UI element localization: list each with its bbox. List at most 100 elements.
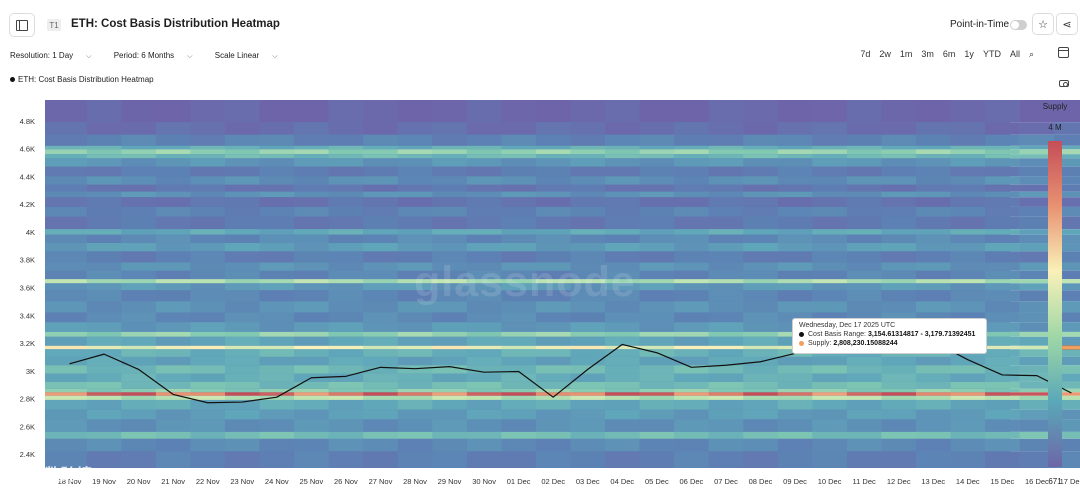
heatmap-cell: [743, 283, 779, 291]
share-button[interactable]: ⋖: [1056, 13, 1078, 35]
heatmap-cell: [846, 166, 882, 177]
heatmap-cell: [881, 419, 917, 432]
range-1y[interactable]: 1y: [964, 49, 974, 59]
heatmap-cell: [708, 438, 744, 452]
heatmap-cell: [45, 234, 88, 244]
heatmap-cell: [950, 206, 986, 217]
heatmap-cell: [535, 451, 571, 468]
heatmap-cell: [432, 197, 468, 207]
heatmap-cell: [985, 149, 1020, 155]
heatmap-cell: [535, 251, 571, 263]
heatmap-cell: [466, 349, 502, 357]
scale-select[interactable]: Scale Linear ⌵: [215, 51, 288, 60]
heatmap-cell: [846, 134, 882, 146]
heatmap-cell: [466, 191, 502, 198]
heatmap-cell: [743, 149, 779, 155]
x-tick-label: 29 Nov: [438, 477, 462, 486]
legend-entry[interactable]: ETH: Cost Basis Distribution Heatmap: [10, 75, 154, 84]
zoom-select-icon[interactable]: ⌕: [1028, 49, 1034, 59]
heatmap-cell: [190, 270, 226, 280]
heatmap-cell: [881, 290, 917, 302]
x-tick-label: 27 Nov: [369, 477, 393, 486]
heatmap-cell: [812, 134, 848, 146]
heatmap-cell: [881, 392, 917, 396]
heatmap-cell: [985, 349, 1020, 357]
heatmap-cell: [812, 395, 848, 400]
heatmap-cell: [190, 234, 226, 244]
favorite-button[interactable]: ☆: [1032, 13, 1054, 35]
heatmap-cell: [743, 145, 779, 150]
heatmap-cell: [86, 373, 122, 382]
heatmap-cell: [45, 301, 88, 313]
range-all[interactable]: All: [1009, 49, 1020, 59]
heatmap-cell: [45, 438, 88, 452]
range-6m[interactable]: 6m: [942, 49, 956, 59]
heatmap-cell: [881, 451, 917, 468]
heatmap-cell: [155, 365, 191, 374]
heatmap-cell: [155, 395, 191, 400]
heatmap-cell: [535, 149, 571, 155]
heatmap-cell: [224, 399, 260, 410]
heatmap-cell: [259, 279, 295, 284]
heatmap-cell: [605, 229, 640, 235]
heatmap-cell: [915, 388, 951, 393]
heatmap-cell: [259, 216, 295, 230]
heatmap-cell: [363, 331, 399, 337]
calendar-icon[interactable]: [1058, 47, 1069, 58]
heatmap-cell: [155, 345, 191, 350]
heatmap-cell: [708, 191, 744, 198]
resolution-select[interactable]: Resolution: 1 Day ⌵: [10, 51, 101, 60]
heatmap-cell: [259, 399, 295, 410]
heatmap-cell: [45, 451, 88, 468]
x-tick-label: 12 Dec: [887, 477, 911, 486]
heatmap-cell: [950, 243, 986, 252]
heatmap-cell: [570, 419, 606, 432]
range-ytd[interactable]: YTD: [982, 49, 1001, 59]
heatmap-cell: [708, 234, 744, 244]
heatmap-cell: [45, 197, 88, 207]
heatmap-cell: [570, 283, 606, 291]
heatmap-cell: [743, 381, 779, 389]
heatmap-cell: [155, 206, 191, 217]
heatmap-cell: [86, 392, 122, 396]
x-tick-label: 04 Dec: [610, 477, 634, 486]
resolution-label: Resolution: 1 Day: [10, 51, 74, 60]
heatmap-cell: [45, 158, 88, 167]
heatmap-cell: [639, 216, 675, 230]
heatmap-cell: [86, 216, 122, 230]
heatmap-cell: [535, 206, 571, 217]
heatmap-cell: [777, 191, 813, 198]
heatmap-cell: [328, 184, 364, 192]
period-select[interactable]: Period: 6 Months ⌵: [114, 51, 203, 60]
heatmap-cell: [570, 154, 606, 159]
range-1m[interactable]: 1m: [899, 49, 913, 59]
heatmap-cell: [777, 301, 813, 313]
heatmap-cell: [777, 206, 813, 217]
heatmap-cell: [501, 322, 537, 332]
heatmap-cell: [259, 290, 295, 302]
heatmap-cell: [846, 451, 882, 468]
heatmap-cell: [846, 234, 882, 244]
heatmap-cell: [466, 134, 502, 146]
heatmap-cell: [812, 283, 848, 291]
heatmap-cell: [708, 409, 744, 420]
heatmap-cell: [363, 191, 399, 198]
heatmap-cell: [915, 419, 951, 432]
point-in-time-toggle[interactable]: [1010, 20, 1027, 30]
filter-bar: Resolution: 1 Day ⌵ Period: 6 Months ⌵ Sca…: [10, 51, 298, 61]
heatmap-cell: [190, 176, 226, 185]
heatmap-cell: [86, 451, 122, 468]
sidebar-toggle-button[interactable]: [9, 13, 35, 37]
range-7d[interactable]: 7d: [860, 49, 871, 59]
range-2w[interactable]: 2w: [879, 49, 891, 59]
heatmap-cell: [985, 409, 1020, 420]
heatmap-cell: [605, 356, 640, 366]
heatmap-cell: [466, 388, 502, 393]
range-3m[interactable]: 3m: [921, 49, 934, 59]
heatmap-cell: [570, 345, 606, 350]
heatmap-cell: [397, 399, 433, 410]
heatmap-cell: [466, 166, 502, 177]
heatmap-cell: [708, 365, 744, 374]
camera-icon[interactable]: [1059, 80, 1069, 87]
